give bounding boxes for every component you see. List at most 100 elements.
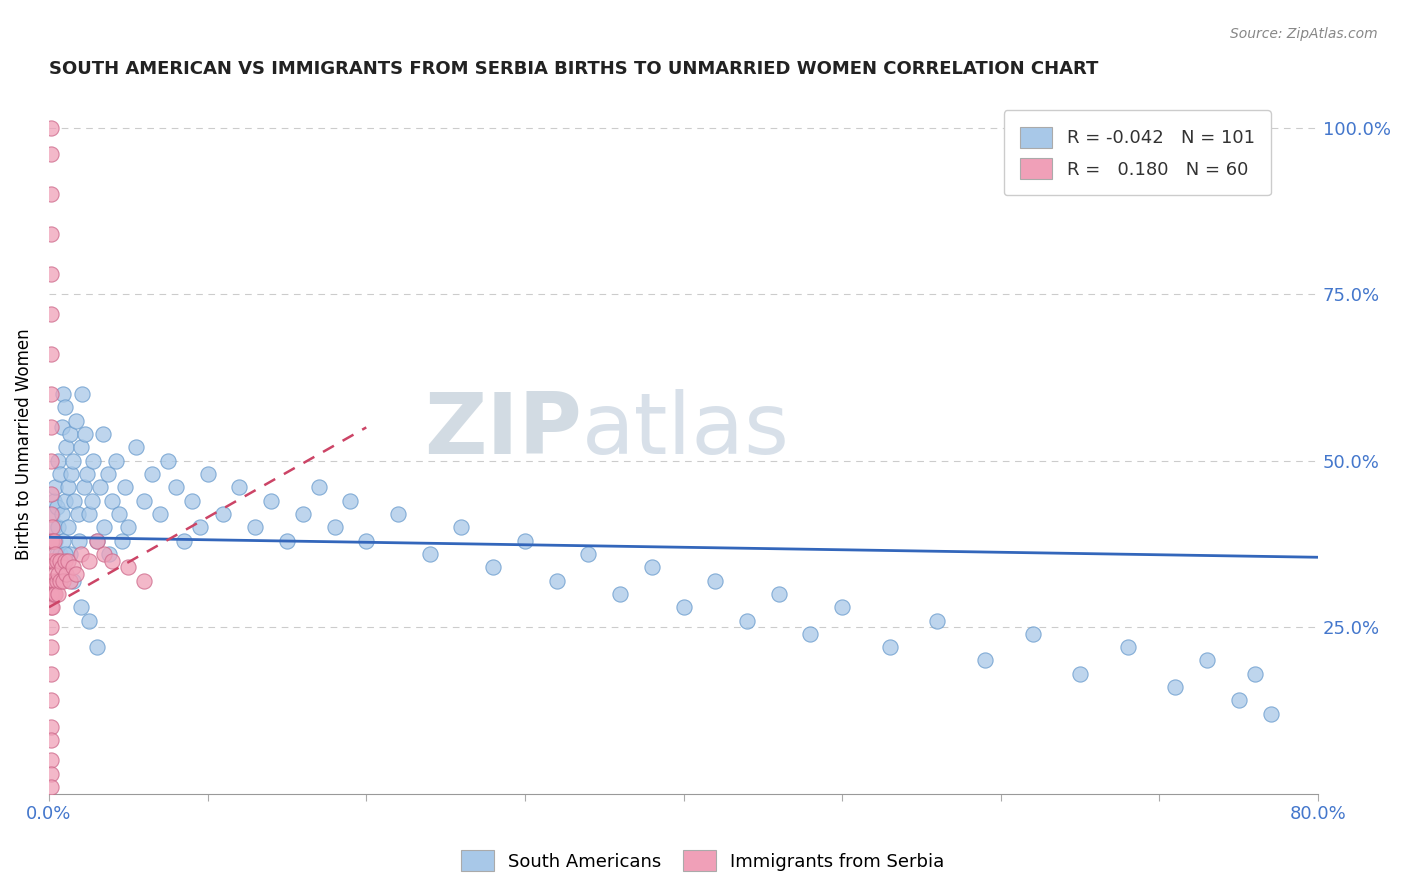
Legend: South Americans, Immigrants from Serbia: South Americans, Immigrants from Serbia [454,843,952,879]
Point [42,553,65,567]
Point [48,520,70,534]
Point [101,553,124,567]
Point [339,493,361,508]
Point [39,620,62,634]
Point [39,120,62,135]
Point [60,467,83,481]
Y-axis label: Births to Unmarried Women: Births to Unmarried Women [15,328,32,560]
Point [1021,627,1043,641]
Point [44,480,66,494]
Point [41,520,63,534]
Point [107,507,129,521]
Point [53,553,76,567]
Point [45,553,67,567]
Point [609,587,631,601]
Point [831,600,853,615]
Point [173,533,195,548]
Point [39,487,62,501]
Point [98,547,121,561]
Point [546,574,568,588]
Point [1243,666,1265,681]
Point [56,520,79,534]
Point [1260,706,1282,721]
Point [482,560,505,574]
Point [39,187,62,202]
Point [49,574,72,588]
Point [308,480,330,494]
Point [1069,666,1091,681]
Point [1197,653,1219,667]
Point [927,614,949,628]
Point [80,493,103,508]
Point [641,560,664,574]
Point [66,507,89,521]
Point [39,453,62,467]
Point [39,693,62,707]
Point [93,547,115,561]
Point [44,533,66,548]
Point [39,733,62,747]
Point [188,520,211,534]
Point [114,480,136,494]
Point [82,453,104,467]
Point [513,533,536,548]
Point [1164,680,1187,694]
Point [73,480,96,494]
Point [799,627,821,641]
Point [44,547,66,561]
Point [75,427,97,442]
Point [63,493,86,508]
Point [39,147,62,161]
Point [42,587,65,601]
Point [974,653,997,667]
Point [42,493,65,508]
Point [62,453,84,467]
Point [76,467,98,481]
Point [69,547,91,561]
Point [41,553,63,567]
Point [55,441,77,455]
Point [86,533,108,548]
Point [41,587,63,601]
Text: atlas: atlas [582,389,790,472]
Point [77,614,100,628]
Point [149,507,172,521]
Point [156,453,179,467]
Point [39,666,62,681]
Point [55,566,77,581]
Point [450,520,472,534]
Point [53,401,76,415]
Text: SOUTH AMERICAN VS IMMIGRANTS FROM SERBIA BIRTHS TO UNMARRIED WOMEN CORRELATION C: SOUTH AMERICAN VS IMMIGRANTS FROM SERBIA… [49,60,1098,78]
Point [1227,693,1250,707]
Text: Source: ZipAtlas.com: Source: ZipAtlas.com [1230,27,1378,41]
Point [39,533,62,548]
Point [93,520,115,534]
Point [141,467,163,481]
Point [91,427,114,442]
Point [41,574,63,588]
Point [576,547,599,561]
Point [39,507,62,521]
Point [42,520,65,534]
Point [228,480,250,494]
Point [39,766,62,780]
Point [69,600,91,615]
Point [212,507,235,521]
Point [672,600,695,615]
Point [67,533,90,548]
Point [260,493,283,508]
Point [86,640,108,655]
Point [39,307,62,321]
Point [58,574,80,588]
Point [52,533,75,548]
Point [197,467,219,481]
Point [53,547,76,561]
Point [39,553,62,567]
Point [49,553,72,567]
Point [39,780,62,794]
Point [77,553,100,567]
Point [101,493,124,508]
Point [117,560,139,574]
Point [117,520,139,534]
Legend: R = -0.042   N = 101, R =   0.180   N = 60: R = -0.042 N = 101, R = 0.180 N = 60 [1004,111,1271,195]
